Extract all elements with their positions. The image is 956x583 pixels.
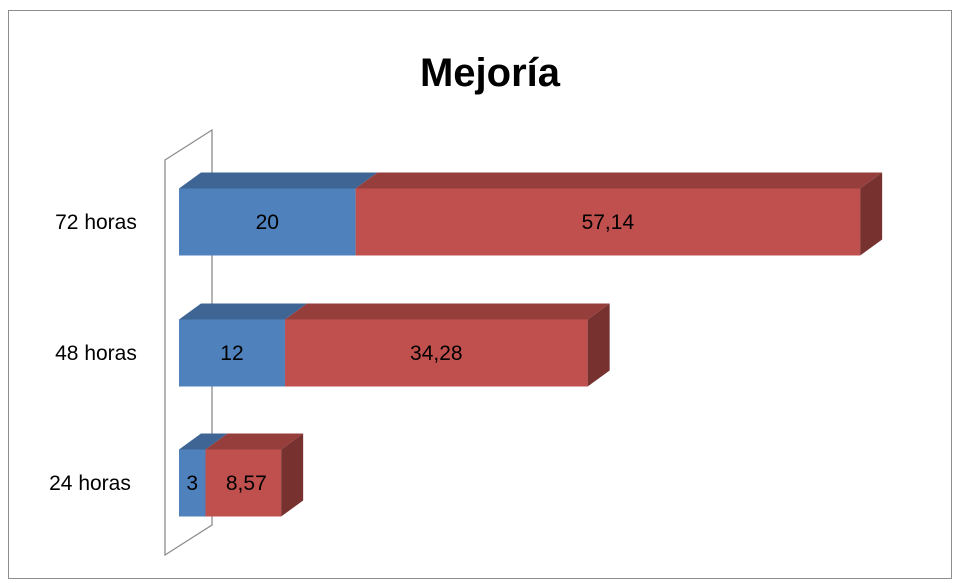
bar-top-face [179,303,307,320]
bars [179,172,883,517]
bar-front-face [355,188,861,256]
bar-segment [205,433,304,517]
data-label: 3 [186,472,198,495]
bar-front-face [179,188,356,256]
bar-front-face [179,449,206,517]
axis-wall-outline [164,128,213,557]
bar-segment [179,303,307,387]
category-labels: 24 horas 48 horas 72 horas [49,211,137,495]
data-labels: 3 8,57 12 34,28 20 57,14 [186,211,634,495]
bar-front-face [284,319,588,387]
axis-wall [164,128,213,557]
bar-segment [179,172,378,256]
bar-segment [355,172,883,256]
bar-front-face [179,319,285,387]
data-label: 34,28 [410,342,463,365]
bar-segment [179,433,228,517]
category-label: 72 horas [55,211,137,234]
data-label: 8,57 [226,472,267,495]
bar-top-face [179,433,228,450]
bar-top-face [284,303,610,320]
category-label: 24 horas [49,472,131,495]
bar-segment [284,303,610,387]
bar-side-face [860,172,883,256]
data-label: 20 [256,211,279,234]
category-label: 48 horas [55,342,137,365]
bar-side-face [281,433,304,517]
bar-top-face [205,433,304,450]
chart-title: Mejoría [420,51,561,95]
bar-front-face [205,449,282,517]
bar-top-face [179,172,378,189]
bar-side-face [587,303,610,387]
bar-top-face [355,172,883,189]
data-label: 57,14 [582,211,635,234]
data-label: 12 [220,342,243,365]
